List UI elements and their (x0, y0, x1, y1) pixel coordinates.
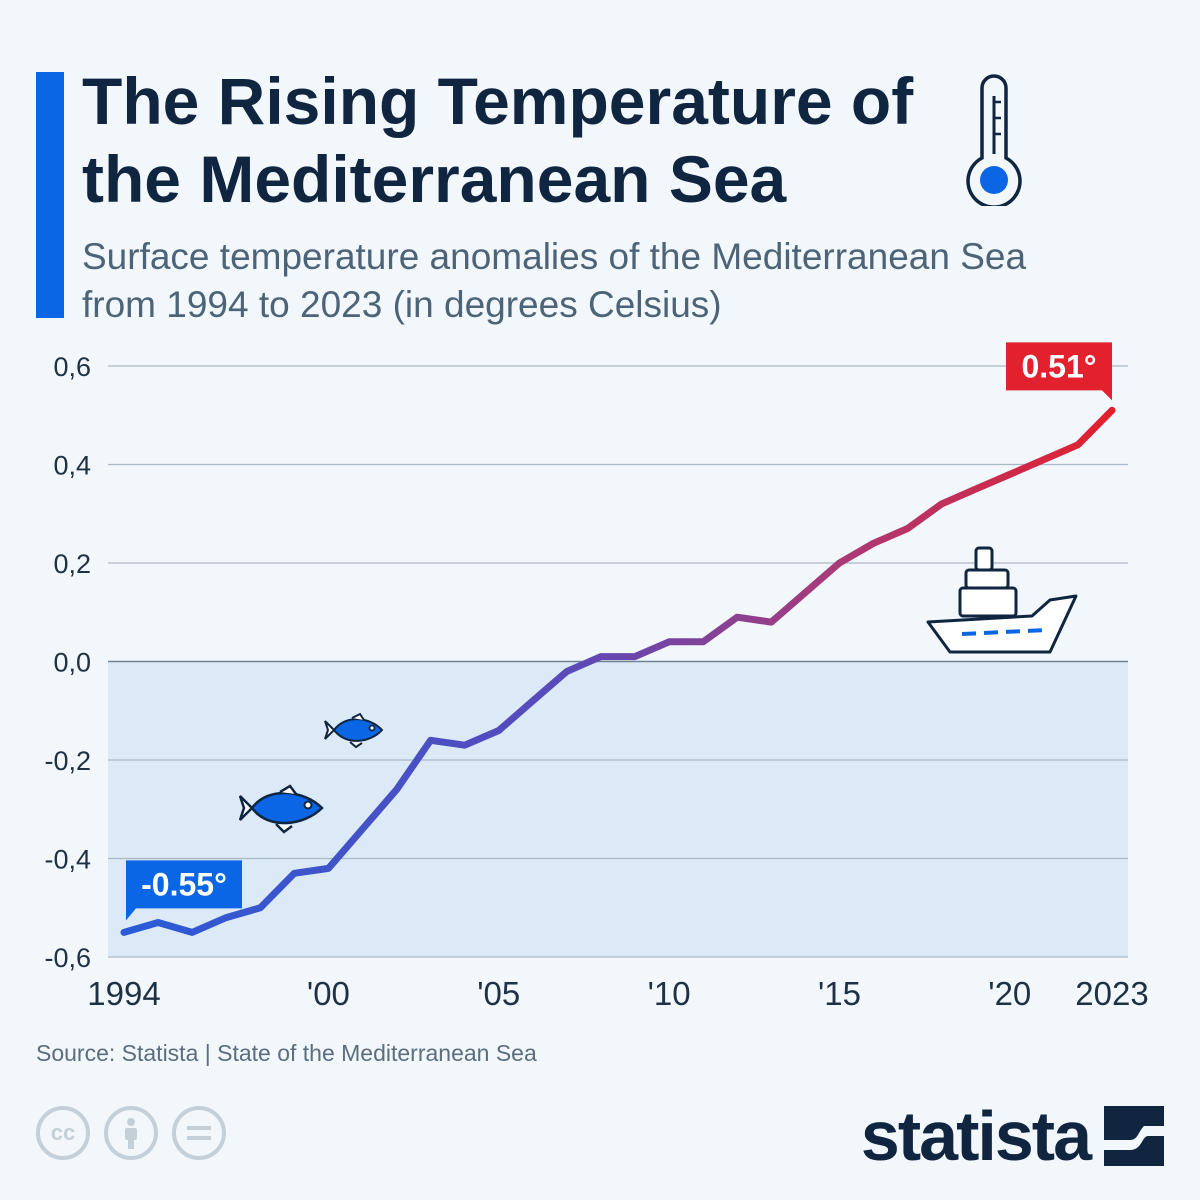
data-point (802, 590, 808, 596)
data-point (666, 639, 672, 645)
data-point (1109, 407, 1115, 413)
x-tick-label: 2023 (1075, 975, 1148, 1012)
x-tick-label: '10 (648, 975, 691, 1012)
data-point (257, 905, 263, 911)
data-point (1075, 442, 1081, 448)
fish-icon (238, 784, 324, 834)
no-derivatives-icon[interactable] (172, 1106, 226, 1160)
data-point (973, 486, 979, 492)
x-tick-label: '00 (307, 975, 350, 1012)
data-point (939, 501, 945, 507)
data-point (871, 540, 877, 546)
statista-logo[interactable]: statista (861, 1096, 1164, 1176)
data-point (291, 870, 297, 876)
source-note: Source: Statista | State of the Mediterr… (36, 1040, 537, 1066)
x-tick-label: '20 (988, 975, 1031, 1012)
attribution-icon[interactable] (104, 1106, 158, 1160)
data-point (394, 787, 400, 793)
y-tick-label: -0,2 (44, 746, 91, 776)
y-tick-label: 0,4 (53, 451, 91, 481)
statista-logo-text: statista (860, 1097, 1092, 1175)
accent-bar (36, 72, 64, 318)
data-point (905, 526, 911, 532)
data-point (496, 727, 502, 733)
data-point (325, 865, 331, 871)
page-title: The Rising Temperature of the Mediterran… (82, 64, 914, 216)
y-tick-label: -0,4 (44, 845, 91, 875)
line-chart: 0,6 0,4 0,2 0,0 -0,2 -0,4 -0,6 1994 '00 '05 '10 '1… (44, 342, 1149, 1012)
cc-icon[interactable]: cc (36, 1106, 90, 1160)
start-label-bubble: -0.55° (126, 860, 242, 921)
data-point (598, 654, 604, 660)
data-point (734, 614, 740, 620)
data-point (768, 619, 774, 625)
start-value-label: -0.55° (141, 866, 227, 902)
y-tick-label: 0,2 (53, 549, 91, 579)
end-value-label: 0.51° (1021, 348, 1096, 384)
data-point (836, 560, 842, 566)
thermometer-icon (966, 74, 1022, 206)
data-point (564, 668, 570, 674)
data-point (1041, 457, 1047, 463)
data-point (189, 929, 195, 935)
data-point (223, 915, 229, 921)
y-tick-label: 0,0 (53, 648, 91, 678)
page-subtitle: Surface temperature anomalies of the Med… (82, 236, 1027, 325)
x-tick-label: '15 (818, 975, 861, 1012)
ship-icon (926, 546, 1078, 654)
license-icons: cc (36, 1106, 226, 1160)
temperature-anomaly-line (120, 406, 1116, 936)
data-point (428, 737, 434, 743)
x-tick-label: '05 (477, 975, 520, 1012)
data-point (632, 654, 638, 660)
end-label-bubble: 0.51° (1006, 342, 1112, 401)
y-tick-label: -0,6 (44, 943, 91, 973)
data-point (155, 920, 161, 926)
data-point (530, 698, 536, 704)
y-tick-label: 0,6 (53, 352, 91, 382)
data-point (121, 929, 127, 935)
statista-logo-icon (1104, 1106, 1164, 1166)
data-point (700, 639, 706, 645)
data-point (1007, 471, 1013, 477)
x-tick-label: 1994 (87, 975, 160, 1012)
data-point (359, 826, 365, 832)
data-point (462, 742, 468, 748)
fish-icon (324, 712, 384, 749)
